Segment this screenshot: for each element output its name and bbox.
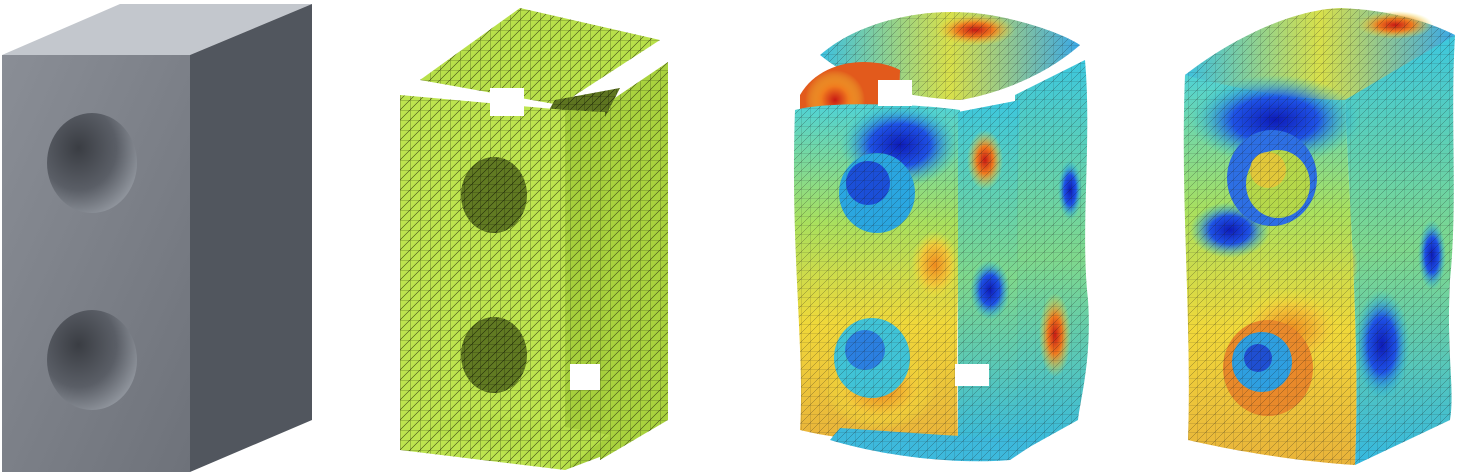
panel-cad-solid xyxy=(2,4,312,472)
block-top-face xyxy=(2,4,312,55)
panel-field-exploded xyxy=(793,11,1089,462)
panel-field-assembled xyxy=(1183,8,1455,465)
block-side-face xyxy=(190,4,312,472)
panel-mesh xyxy=(400,8,668,470)
upper-hole-icon xyxy=(47,113,137,213)
lower-hole-icon xyxy=(47,310,137,410)
